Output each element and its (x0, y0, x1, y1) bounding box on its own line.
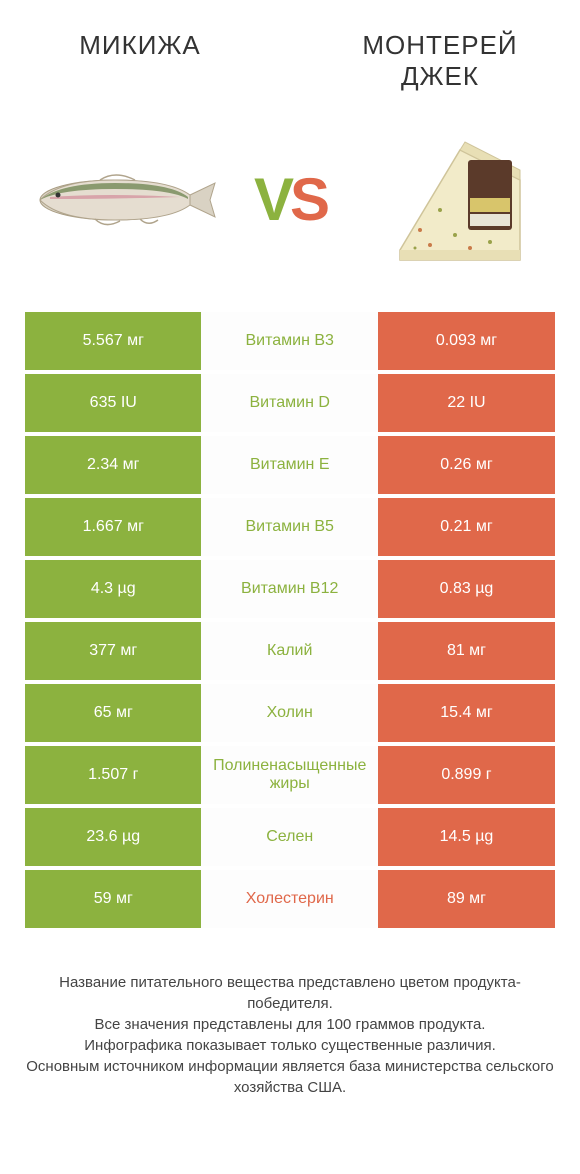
nutrient-name: Витамин D (201, 374, 377, 432)
footer-notes: Название питательного вещества представл… (0, 932, 580, 1098)
nutrient-name: Витамин B12 (201, 560, 377, 618)
vs-v: V (254, 166, 290, 233)
nutrient-name: Витамин E (201, 436, 377, 494)
title-left: МИКИЖА (30, 30, 250, 92)
table-row: 1.667 мгВитамин B50.21 мг (25, 498, 555, 556)
nutrient-name: Холин (201, 684, 377, 742)
value-right: 14.5 µg (378, 808, 555, 866)
nutrient-name: Полиненасыщенные жиры (201, 746, 377, 804)
value-right: 0.83 µg (378, 560, 555, 618)
fish-icon (20, 155, 220, 245)
vs-s: S (290, 166, 326, 233)
value-right: 0.26 мг (378, 436, 555, 494)
value-left: 2.34 мг (25, 436, 201, 494)
value-right: 15.4 мг (378, 684, 555, 742)
table-row: 59 мгХолестерин89 мг (25, 870, 555, 928)
vs-label: VS (254, 165, 326, 234)
table-row: 23.6 µgСелен14.5 µg (25, 808, 555, 866)
value-right: 0.21 мг (378, 498, 555, 556)
value-left: 635 IU (25, 374, 201, 432)
header-titles: МИКИЖА МОНТЕРЕЙ ДЖЕК (0, 0, 580, 102)
nutrient-name: Витамин B3 (201, 312, 377, 370)
footer-line-3: Инфографика показывает только существенн… (25, 1035, 555, 1056)
images-row: VS (0, 102, 580, 312)
value-left: 1.507 г (25, 746, 201, 804)
product-left-image (20, 115, 220, 285)
table-row: 635 IUВитамин D22 IU (25, 374, 555, 432)
value-left: 1.667 мг (25, 498, 201, 556)
table-row: 377 мгКалий81 мг (25, 622, 555, 680)
value-right: 22 IU (378, 374, 555, 432)
nutrient-name: Холестерин (201, 870, 377, 928)
footer-line-4: Основным источником информации является … (25, 1056, 555, 1098)
value-left: 23.6 µg (25, 808, 201, 866)
nutrient-name: Селен (201, 808, 377, 866)
nutrient-name: Калий (201, 622, 377, 680)
value-left: 377 мг (25, 622, 201, 680)
value-left: 59 мг (25, 870, 201, 928)
footer-line-1: Название питательного вещества представл… (25, 972, 555, 1014)
value-right: 81 мг (378, 622, 555, 680)
table-row: 2.34 мгВитамин E0.26 мг (25, 436, 555, 494)
value-left: 65 мг (25, 684, 201, 742)
table-row: 5.567 мгВитамин B30.093 мг (25, 312, 555, 370)
cheese-icon (370, 120, 550, 280)
table-row: 4.3 µgВитамин B120.83 µg (25, 560, 555, 618)
value-left: 5.567 мг (25, 312, 201, 370)
comparison-table: 5.567 мгВитамин B30.093 мг635 IUВитамин … (0, 312, 580, 928)
value-right: 0.899 г (378, 746, 555, 804)
value-right: 0.093 мг (378, 312, 555, 370)
title-right: МОНТЕРЕЙ ДЖЕК (330, 30, 550, 92)
nutrient-name: Витамин B5 (201, 498, 377, 556)
table-row: 1.507 гПолиненасыщенные жиры0.899 г (25, 746, 555, 804)
value-right: 89 мг (378, 870, 555, 928)
table-row: 65 мгХолин15.4 мг (25, 684, 555, 742)
footer-line-2: Все значения представлены для 100 граммо… (25, 1014, 555, 1035)
product-right-image (360, 115, 560, 285)
value-left: 4.3 µg (25, 560, 201, 618)
